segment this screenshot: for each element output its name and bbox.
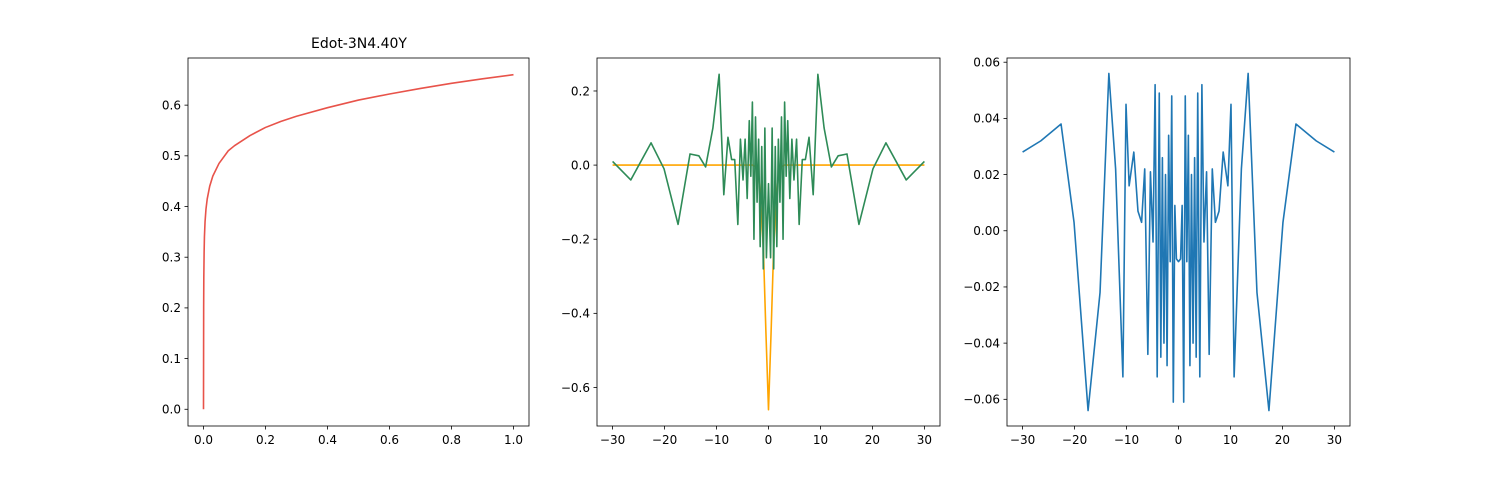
y-tick-label: 0.0 xyxy=(571,158,590,172)
y-tick-label: −0.4 xyxy=(561,307,590,321)
series-group xyxy=(1022,72,1335,412)
x-tick-label: −30 xyxy=(600,433,625,447)
y-tick-label: 0.0 xyxy=(162,403,181,417)
x-tick-label: 10 xyxy=(813,433,828,447)
y-tick-label: 0.2 xyxy=(162,301,181,315)
series-line-2 xyxy=(612,73,925,270)
series-group xyxy=(612,73,925,411)
y-tick-label: −0.6 xyxy=(561,381,590,395)
y-tick-label: −0.2 xyxy=(561,233,590,247)
x-tick-label: 0.8 xyxy=(442,433,461,447)
chart-panel-left: Edot-3N4.40Y 0.0 0.2 0.4 0.6 0.8 1.0 0.00.10.… xyxy=(162,36,530,447)
y-tick-label: 0.5 xyxy=(162,149,181,163)
y-tick-label: 0.00 xyxy=(973,224,1000,238)
x-tick-label: 30 xyxy=(1327,433,1342,447)
x-tick-label: 0 xyxy=(765,433,773,447)
series-group xyxy=(202,73,514,410)
x-tick-label: 0.6 xyxy=(380,433,399,447)
y-tick-label: 0.2 xyxy=(571,84,590,98)
x-tick-label: 30 xyxy=(917,433,932,447)
x-tick-label: 20 xyxy=(865,433,880,447)
series-line-1 xyxy=(202,73,514,410)
y-tick-label: 0.6 xyxy=(162,98,181,112)
y-axis-ticks: 0.0 0.1 0.2 0.3 0.4 0.5 0.6 xyxy=(162,98,188,417)
x-tick-label: 10 xyxy=(1223,433,1238,447)
x-tick-label: 20 xyxy=(1275,433,1290,447)
x-tick-label: 1.0 xyxy=(504,433,523,447)
chart-title: Edot-3N4.40Y xyxy=(311,36,407,52)
y-tick-label: 0.04 xyxy=(973,112,1000,126)
series-line-1 xyxy=(612,164,925,411)
y-tick-label: 0.3 xyxy=(162,251,181,265)
y-tick-label: 0.4 xyxy=(162,200,181,214)
x-axis-ticks: 0.0 0.2 0.4 0.6 0.8 1.0 xyxy=(194,426,523,447)
x-tick-label: −10 xyxy=(704,433,729,447)
x-tick-label: 0.2 xyxy=(256,433,275,447)
axes-frame xyxy=(187,57,530,427)
y-tick-label: −0.06 xyxy=(963,393,1000,407)
chart-panel-right: −30 −20 −10 0 10 20 30 0.06 0.04 0.02 0.00 −0.02 −0… xyxy=(963,56,1351,447)
y-tick-label: 0.06 xyxy=(973,56,1000,70)
x-axis-ticks: −30 −20 −10 0 10 20 30 xyxy=(1010,426,1342,447)
y-tick-label: 0.1 xyxy=(162,352,181,366)
y-tick-label: −0.04 xyxy=(963,336,1000,350)
x-axis-ticks: −30 −20 −10 0 10 20 30 xyxy=(600,426,932,447)
y-axis-ticks: 0.2 0.0 −0.2 −0.4 −0.6 xyxy=(561,84,597,395)
y-tick-label: −0.02 xyxy=(963,280,1000,294)
y-tick-label: 0.02 xyxy=(973,168,1000,182)
x-tick-label: −20 xyxy=(652,433,677,447)
x-tick-label: −20 xyxy=(1062,433,1087,447)
y-axis-ticks: 0.06 0.04 0.02 0.00 −0.02 −0.04 −0.06 xyxy=(963,56,1007,407)
series-line-1 xyxy=(1022,72,1335,412)
x-tick-label: −10 xyxy=(1114,433,1139,447)
x-tick-label: 0.4 xyxy=(318,433,337,447)
chart-panel-middle: −30 −20 −10 0 10 20 30 0.2 0.0 −0.2 −0.4 −0.6 xyxy=(561,57,941,447)
x-tick-label: 0.0 xyxy=(194,433,213,447)
x-tick-label: −30 xyxy=(1010,433,1035,447)
x-tick-label: 0 xyxy=(1175,433,1183,447)
